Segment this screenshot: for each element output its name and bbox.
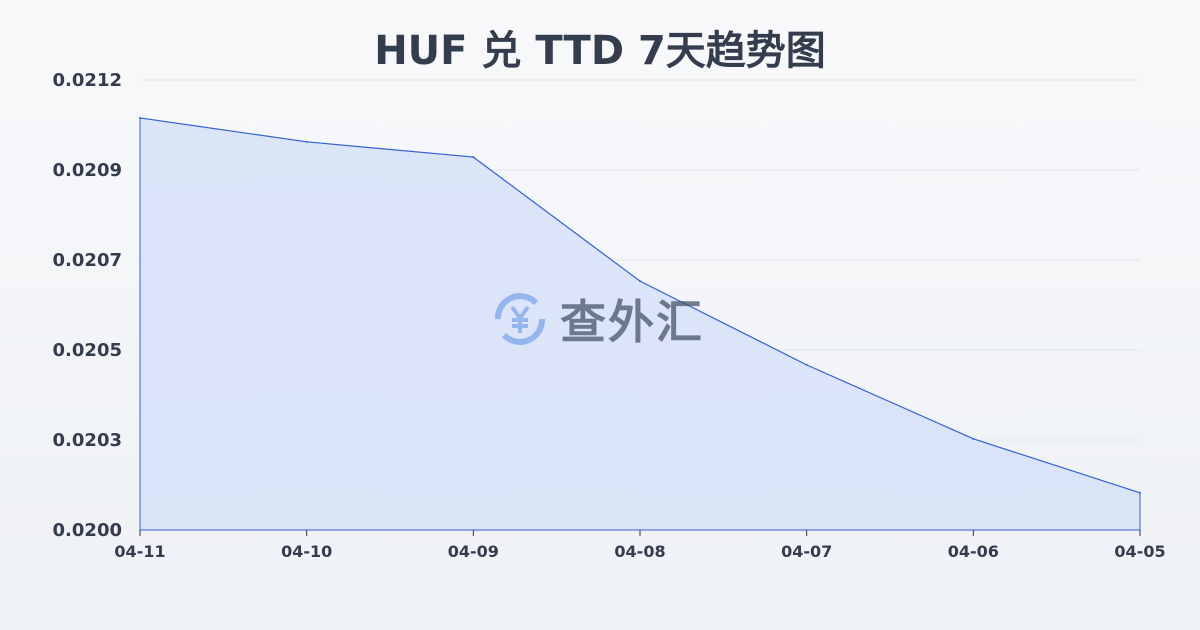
x-tick-label: 04-09 <box>448 542 499 561</box>
data-point <box>472 156 475 159</box>
y-tick-label: 0.0209 <box>53 160 122 181</box>
y-tick-label: 0.0205 <box>53 340 122 361</box>
y-tick-label: 0.0200 <box>53 520 122 541</box>
data-point <box>139 116 141 119</box>
data-point <box>305 140 308 143</box>
yen-exchange-icon <box>495 293 545 345</box>
chart-title: HUF 兑 TTD 7天趋势图 <box>374 28 826 74</box>
watermark-text: 查外汇 <box>560 295 704 349</box>
area-fill <box>140 117 1140 531</box>
data-point <box>805 363 808 366</box>
x-tick-label: 04-10 <box>281 542 332 561</box>
x-tick-label: 04-11 <box>114 542 165 561</box>
x-tick-label: 04-06 <box>948 542 999 561</box>
y-tick-label: 0.0207 <box>53 250 122 271</box>
data-point <box>972 437 975 440</box>
x-tick-label: 04-07 <box>781 542 832 561</box>
data-point <box>639 280 641 283</box>
x-tick-label: 04-08 <box>614 542 665 561</box>
x-tick-label: 04-05 <box>1114 542 1165 561</box>
watermark: 查外汇 <box>490 286 704 352</box>
data-point <box>1139 491 1141 494</box>
y-tick-label: 0.0203 <box>53 430 122 451</box>
y-tick-label: 0.0212 <box>53 70 122 91</box>
